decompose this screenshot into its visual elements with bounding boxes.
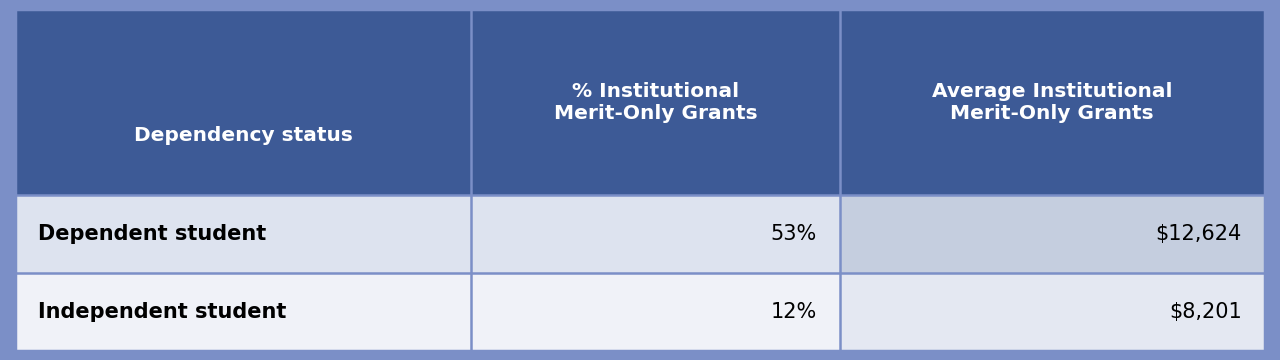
Text: $8,201: $8,201 [1169, 302, 1242, 322]
Text: 12%: 12% [771, 302, 817, 322]
Text: Average Institutional
Merit-Only Grants: Average Institutional Merit-Only Grants [932, 82, 1172, 123]
Text: % Institutional
Merit-Only Grants: % Institutional Merit-Only Grants [554, 82, 758, 123]
Bar [471, 273, 840, 351]
Bar [471, 195, 840, 273]
Text: Independent student: Independent student [38, 302, 287, 322]
Bar [840, 195, 1265, 273]
Bar [15, 195, 471, 273]
Text: Dependency status: Dependency status [134, 126, 353, 145]
Text: Dependent student: Dependent student [38, 224, 266, 244]
Bar [15, 9, 1265, 195]
Text: 53%: 53% [771, 224, 817, 244]
Bar [840, 273, 1265, 351]
Text: $12,624: $12,624 [1156, 224, 1242, 244]
Bar [15, 273, 471, 351]
